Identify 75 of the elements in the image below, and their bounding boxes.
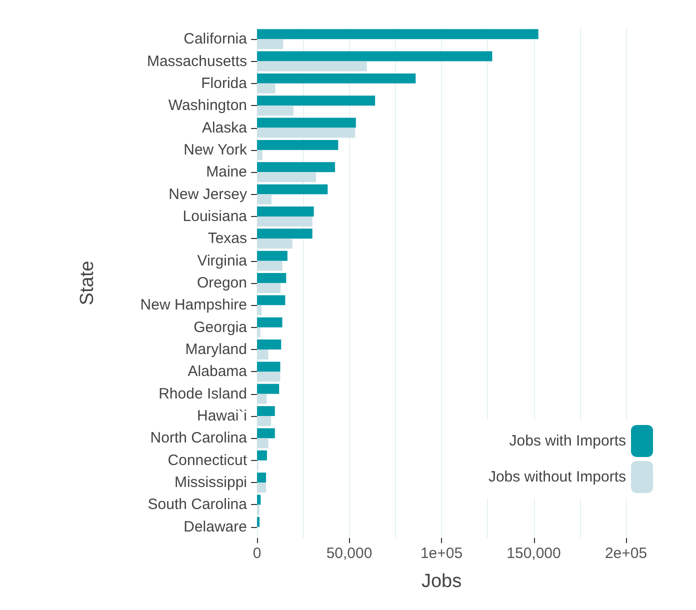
bar [257, 216, 312, 226]
bar [257, 327, 260, 338]
bar [257, 340, 282, 350]
x-tick-label: 1e+05 [420, 545, 463, 562]
bar [257, 372, 280, 382]
bar [257, 238, 292, 249]
bar [257, 106, 294, 116]
bar [257, 350, 268, 360]
bar [257, 51, 492, 62]
bar [257, 494, 261, 505]
y-tick-label: South Carolina [148, 496, 248, 514]
y-tick-label: Alaska [202, 119, 248, 136]
y-tick-label: Rhode Island [158, 385, 247, 402]
y-tick-label: New Hampshire [140, 296, 247, 314]
y-tick-label: Georgia [194, 318, 248, 336]
bar [257, 162, 336, 172]
y-tick-label: New York [184, 141, 248, 158]
bar [257, 438, 268, 448]
y-tick-label: Maryland [185, 341, 247, 358]
bar [257, 140, 338, 150]
bar [257, 317, 282, 328]
y-tick-label: Connecticut [168, 452, 248, 469]
y-axis-title: State [77, 260, 98, 306]
bar [257, 184, 328, 194]
bar [257, 516, 260, 527]
y-tick-label: Oregon [196, 274, 247, 292]
y-tick-label: New Jersey [168, 186, 248, 203]
y-tick-label: Massachusetts [146, 52, 247, 70]
bar [257, 428, 275, 438]
bar [257, 83, 276, 94]
bar [257, 228, 312, 239]
bar [257, 39, 284, 50]
bar [257, 73, 416, 84]
bar [257, 150, 263, 160]
legend-label: Jobs with Imports [509, 432, 626, 450]
bar [257, 295, 286, 306]
x-tick-label: 2e+05 [604, 545, 648, 562]
bar [257, 118, 356, 128]
bar [257, 362, 280, 372]
y-tick-label: Mississippi [174, 474, 247, 492]
bar [257, 29, 538, 40]
x-tick-label: 150,000 [506, 545, 561, 562]
y-tick-label: Hawai`i [196, 408, 247, 425]
bar [257, 283, 281, 293]
y-tick-label: California [184, 30, 248, 48]
bar [257, 260, 282, 271]
bar [257, 450, 267, 460]
y-tick-label: North Carolina [150, 430, 248, 447]
y-tick-label: Delaware [184, 518, 247, 536]
y-tick-label: Texas [208, 230, 247, 248]
bar [257, 416, 272, 426]
x-axis-title: Jobs [421, 571, 462, 592]
bar [257, 172, 316, 182]
y-tick-label: Virginia [197, 252, 248, 270]
bar [257, 273, 286, 283]
bar [257, 206, 314, 216]
bar [257, 482, 266, 493]
bar [257, 250, 288, 261]
bar [257, 128, 356, 138]
bar [257, 472, 266, 483]
y-tick-label: Maine [206, 164, 247, 181]
legend-label: Jobs without Imports [488, 468, 626, 486]
y-tick-label: Washington [168, 97, 247, 114]
y-tick-label: Florida [201, 74, 248, 92]
y-tick-label: Alabama [188, 363, 248, 380]
bar [257, 61, 367, 72]
x-tick-label: 0 [252, 545, 262, 562]
bar [257, 406, 275, 416]
bar [257, 194, 272, 204]
y-tick-label: Louisiana [182, 208, 248, 225]
bar [257, 394, 267, 404]
x-tick-label: 50,000 [326, 545, 372, 562]
bar [257, 305, 262, 316]
bar [257, 96, 376, 106]
bar [257, 384, 280, 394]
